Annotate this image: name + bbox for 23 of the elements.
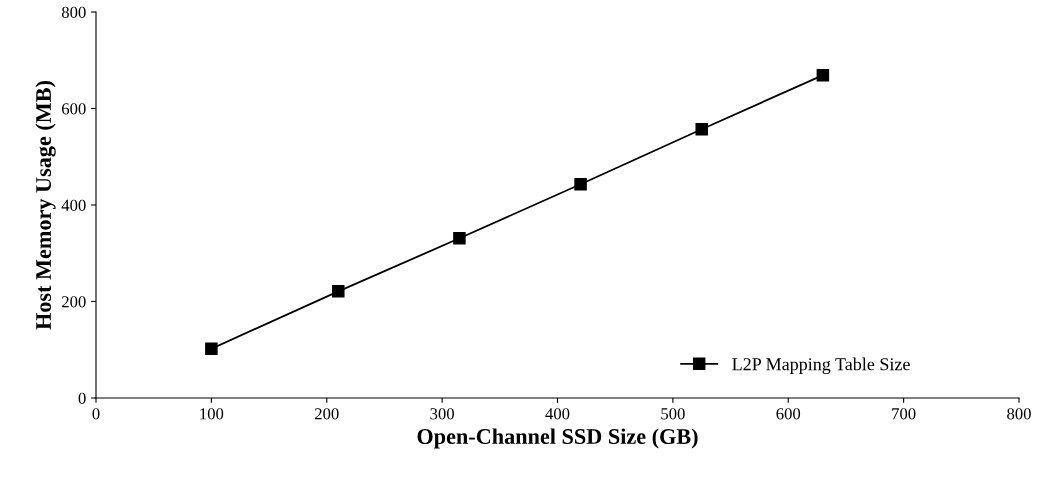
point	[205, 342, 218, 356]
point	[332, 285, 345, 298]
x-tick-label: 300	[430, 408, 454, 420]
x-tick-label: 0	[92, 408, 100, 420]
y-axis-title: Host Memory Usage (MB)	[35, 81, 56, 330]
y-tick-label: 800	[61, 6, 86, 18]
point	[453, 232, 466, 245]
x-axis-title: Open-Channel SSD Size (GB)	[417, 428, 698, 449]
y-tick-label: 400	[61, 199, 86, 211]
y-tick-label: 0	[78, 392, 86, 404]
y-tick-label: 200	[62, 296, 86, 308]
point	[695, 122, 708, 136]
x-tick-label: 800	[1007, 408, 1031, 420]
point	[816, 68, 830, 82]
x-tick-label: 500	[661, 408, 685, 420]
legend-label: L2P Mapping Table Size	[732, 357, 910, 375]
x-tick-label: 400	[545, 408, 570, 420]
x-tick-label: 200	[314, 408, 339, 420]
x-tick-label: 100	[200, 408, 224, 420]
x-tick-label: 700	[892, 408, 916, 420]
y-tick-label: 600	[61, 103, 86, 115]
x-tick-label: 600	[776, 408, 801, 420]
point	[574, 178, 587, 191]
